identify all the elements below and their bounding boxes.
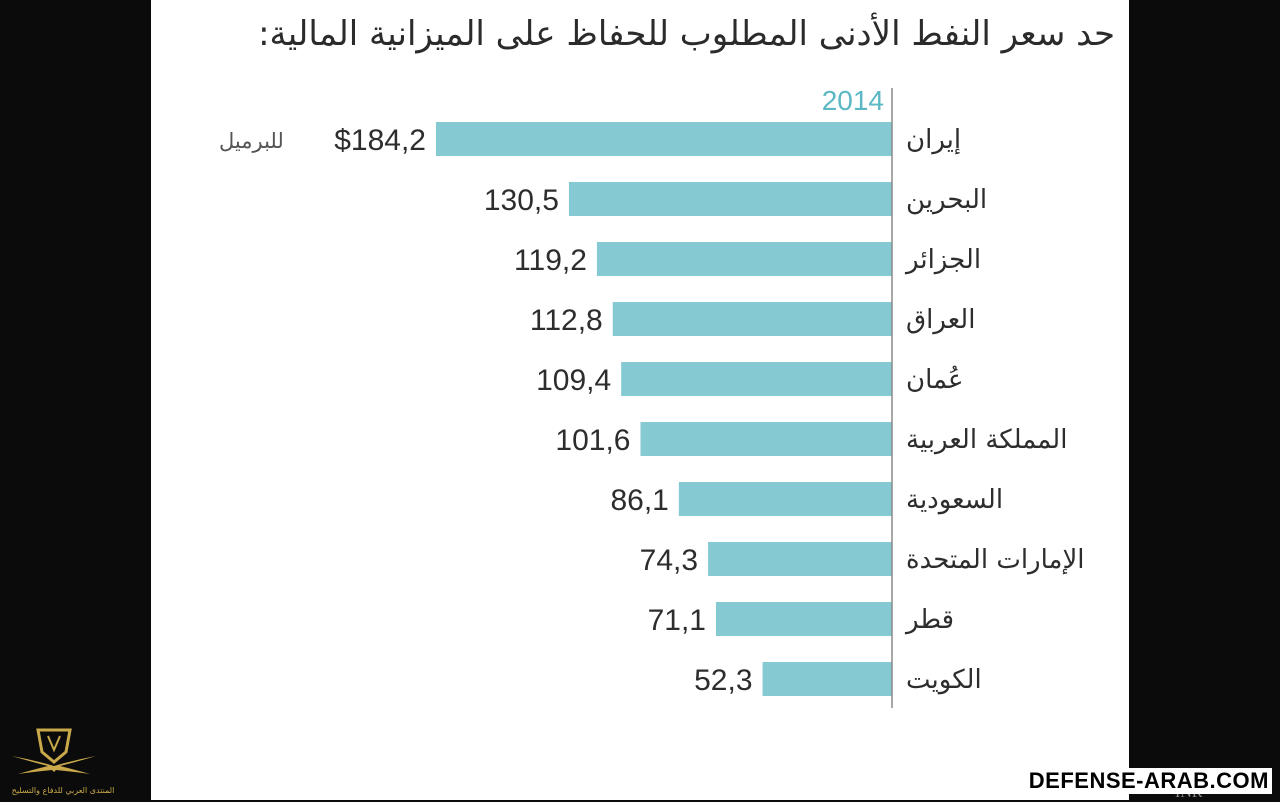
value-label-4: 109,4 (536, 364, 611, 397)
value-label-1: 130,5 (484, 184, 559, 217)
value-label-3: 112,8 (530, 304, 603, 337)
forum-logo: المنتدى العربي للدفاع والتسليح (8, 726, 114, 798)
value-label-2: 119,2 (514, 244, 587, 277)
chart-title: حد سعر النفط الأدنى المطلوب للحفاظ على ا… (258, 14, 1115, 54)
value-label-0: $184,2 (334, 124, 426, 157)
bar-2 (596, 242, 892, 276)
category-label-0: إيران (906, 125, 961, 155)
bar-9 (762, 662, 892, 696)
value-label-7: 74,3 (640, 544, 698, 577)
bar-5 (640, 422, 892, 456)
category-label-4: عُمان (906, 365, 964, 395)
category-label-1: البحرين (906, 185, 987, 215)
bar-1 (568, 182, 892, 216)
eagle-shield-icon (12, 728, 96, 774)
category-label-5: المملكة العربية (906, 425, 1067, 455)
bar-7 (708, 542, 892, 576)
bar-3 (612, 302, 892, 336)
bar-6 (678, 482, 892, 516)
unit-label: للبرميل (219, 129, 284, 153)
category-label-3: العراق (906, 305, 975, 335)
category-label-6: السعودية (906, 485, 1003, 515)
bar-0 (436, 122, 892, 156)
logo-text: المنتدى العربي للدفاع والتسليح (11, 786, 115, 795)
value-label-5: 101,6 (555, 424, 630, 457)
chart-panel: حد سعر النفط الأدنى المطلوب للحفاظ على ا… (151, 0, 1203, 801)
category-label-7: الإمارات المتحدة (906, 545, 1085, 575)
value-label-6: 86,1 (610, 484, 668, 517)
site-watermark: DEFENSE-ARAB.COM (1025, 768, 1272, 794)
category-label-8: قطر (904, 605, 954, 635)
category-label-9: الكويت (906, 665, 982, 695)
category-label-2: الجزائر (904, 245, 981, 275)
year-label: 2014 (822, 85, 884, 116)
bar-chart: $184,2 إيران للبرميل 130,5 البحرين 119,2 الجزا… (219, 85, 1085, 708)
value-label-9: 52,3 (694, 664, 752, 697)
bar-8 (715, 602, 892, 636)
value-label-8: 71,1 (648, 604, 706, 637)
bar-4 (621, 362, 892, 396)
